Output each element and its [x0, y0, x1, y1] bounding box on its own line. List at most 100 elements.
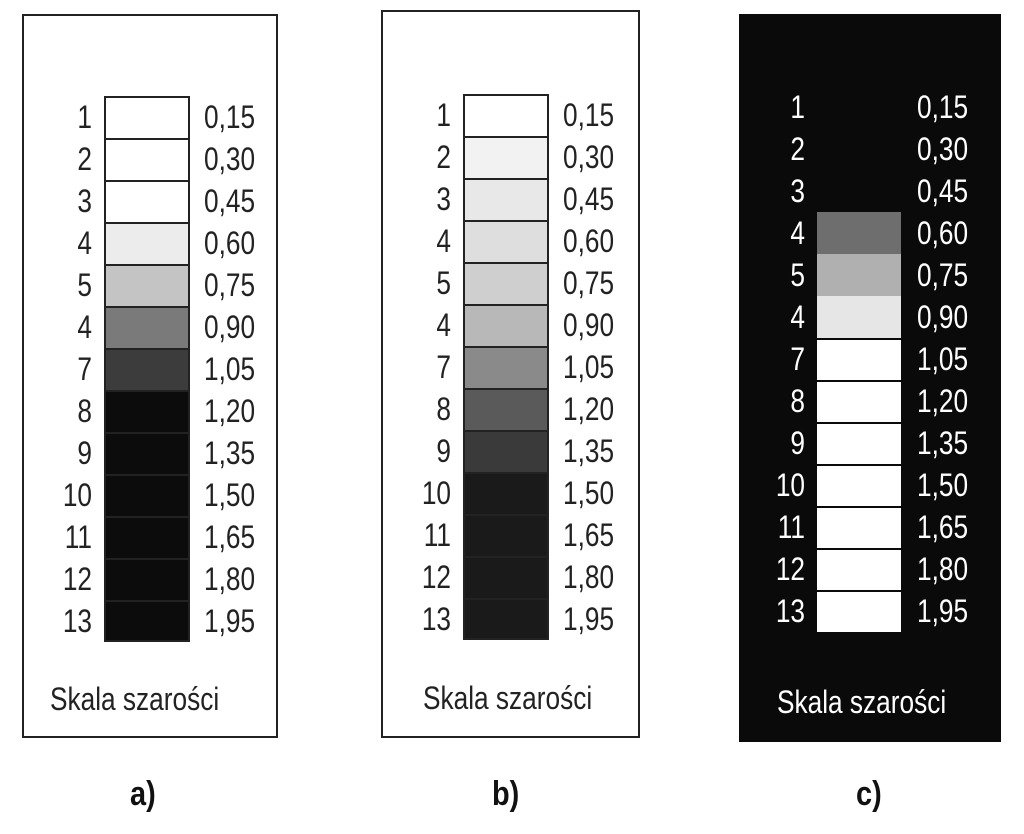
gray-swatch [104, 348, 190, 390]
gray-swatch [817, 86, 901, 128]
density-value: 0,60 [204, 225, 256, 261]
step-number: 12 [62, 561, 92, 597]
density-value: 1,80 [917, 551, 969, 587]
scale-step: 11 1,65 [383, 514, 642, 556]
density-value: 1,50 [917, 467, 969, 503]
density-value: 0,60 [563, 223, 615, 259]
step-number: 5 [77, 267, 92, 303]
scale-step: 3 0,45 [24, 180, 280, 222]
scale-step: 4 0,90 [24, 306, 280, 348]
step-number: 13 [62, 603, 92, 639]
density-value: 1,65 [204, 519, 256, 555]
scale-step: 12 1,80 [24, 558, 280, 600]
scale-step: 5 0,75 [383, 262, 642, 304]
density-value: 0,75 [917, 257, 969, 293]
gray-swatch [104, 138, 190, 180]
scale-step: 10 1,50 [24, 474, 280, 516]
scale-step: 8 1,20 [739, 380, 1001, 422]
scale-step: 10 1,50 [383, 472, 642, 514]
scale-step: 3 0,45 [739, 170, 1001, 212]
scale-step: 7 1,05 [739, 338, 1001, 380]
gray-scale-panel-a: 1 0,15 2 0,30 3 0,45 4 0,60 5 0,75 4 0,90 7 1,05 8 1,20… [22, 14, 278, 738]
scale-step: 12 1,80 [383, 556, 642, 598]
scale-step: 4 0,60 [383, 220, 642, 262]
density-value: 1,20 [204, 393, 256, 429]
step-number: 5 [790, 257, 805, 293]
step-number: 12 [775, 551, 805, 587]
scale-step: 9 1,35 [24, 432, 280, 474]
gray-swatch [817, 422, 901, 464]
scale-step: 8 1,20 [24, 390, 280, 432]
density-value: 0,45 [204, 183, 256, 219]
density-value: 1,50 [563, 475, 615, 511]
step-number: 2 [790, 131, 805, 167]
gray-swatch [817, 548, 901, 590]
gray-scale-panel-b: 1 0,15 2 0,30 3 0,45 4 0,60 5 0,75 4 0,90 7 1,05 8 1,20… [381, 10, 640, 738]
step-number: 9 [77, 435, 92, 471]
scale-step: 4 0,90 [383, 304, 642, 346]
density-value: 0,90 [204, 309, 256, 345]
density-value: 1,35 [204, 435, 256, 471]
gray-swatch [463, 136, 549, 178]
gray-swatch [104, 516, 190, 558]
scale-step: 5 0,75 [24, 264, 280, 306]
density-value: 1,20 [917, 383, 969, 419]
step-number: 5 [436, 265, 451, 301]
step-number: 1 [436, 97, 451, 133]
density-value: 1,95 [204, 603, 256, 639]
density-value: 1,05 [563, 349, 615, 385]
scale-step: 13 1,95 [383, 598, 642, 640]
step-number: 7 [436, 349, 451, 385]
step-number: 11 [777, 509, 805, 545]
label-b: b) [492, 775, 520, 813]
caption-c: Skala szarości [777, 684, 947, 720]
scale-step: 2 0,30 [739, 128, 1001, 170]
caption-a: Skala szarości [50, 681, 220, 717]
density-value: 0,30 [917, 131, 969, 167]
density-value: 1,80 [204, 561, 256, 597]
gray-swatch [817, 590, 901, 632]
step-number: 12 [421, 559, 451, 595]
step-number: 4 [436, 223, 451, 259]
scale-step: 12 1,80 [739, 548, 1001, 590]
gray-swatch [463, 304, 549, 346]
step-number: 4 [77, 309, 92, 345]
scale-step: 4 0,60 [739, 212, 1001, 254]
density-value: 1,05 [204, 351, 256, 387]
scale-step: 9 1,35 [383, 430, 642, 472]
density-value: 1,20 [563, 391, 615, 427]
gray-swatch [463, 388, 549, 430]
gray-swatch [463, 262, 549, 304]
step-number: 2 [77, 141, 92, 177]
density-value: 0,60 [917, 215, 969, 251]
step-number: 7 [77, 351, 92, 387]
scale-step: 1 0,15 [739, 86, 1001, 128]
scale-step: 5 0,75 [739, 254, 1001, 296]
density-value: 0,15 [204, 99, 256, 135]
scale-step: 1 0,15 [24, 96, 280, 138]
density-value: 1,65 [917, 509, 969, 545]
step-number: 3 [436, 181, 451, 217]
scale-step: 11 1,65 [24, 516, 280, 558]
step-number: 4 [790, 299, 805, 335]
step-number: 13 [421, 601, 451, 637]
density-value: 1,95 [563, 601, 615, 637]
density-value: 0,90 [917, 299, 969, 335]
scale-step: 3 0,45 [383, 178, 642, 220]
steps-b: 1 0,15 2 0,30 3 0,45 4 0,60 5 0,75 4 0,90 7 1,05 8 1,20… [383, 94, 642, 640]
step-number: 10 [421, 475, 451, 511]
density-value: 1,65 [563, 517, 615, 553]
step-number: 9 [436, 433, 451, 469]
density-value: 0,30 [563, 139, 615, 175]
step-number: 3 [77, 183, 92, 219]
scale-step: 9 1,35 [739, 422, 1001, 464]
gray-swatch [463, 598, 549, 640]
step-number: 1 [790, 89, 805, 125]
density-value: 0,90 [563, 307, 615, 343]
gray-swatch [817, 296, 901, 338]
label-a: a) [130, 775, 156, 813]
density-value: 1,80 [563, 559, 615, 595]
density-value: 1,50 [204, 477, 256, 513]
scale-step: 2 0,30 [24, 138, 280, 180]
scale-step: 13 1,95 [739, 590, 1001, 632]
